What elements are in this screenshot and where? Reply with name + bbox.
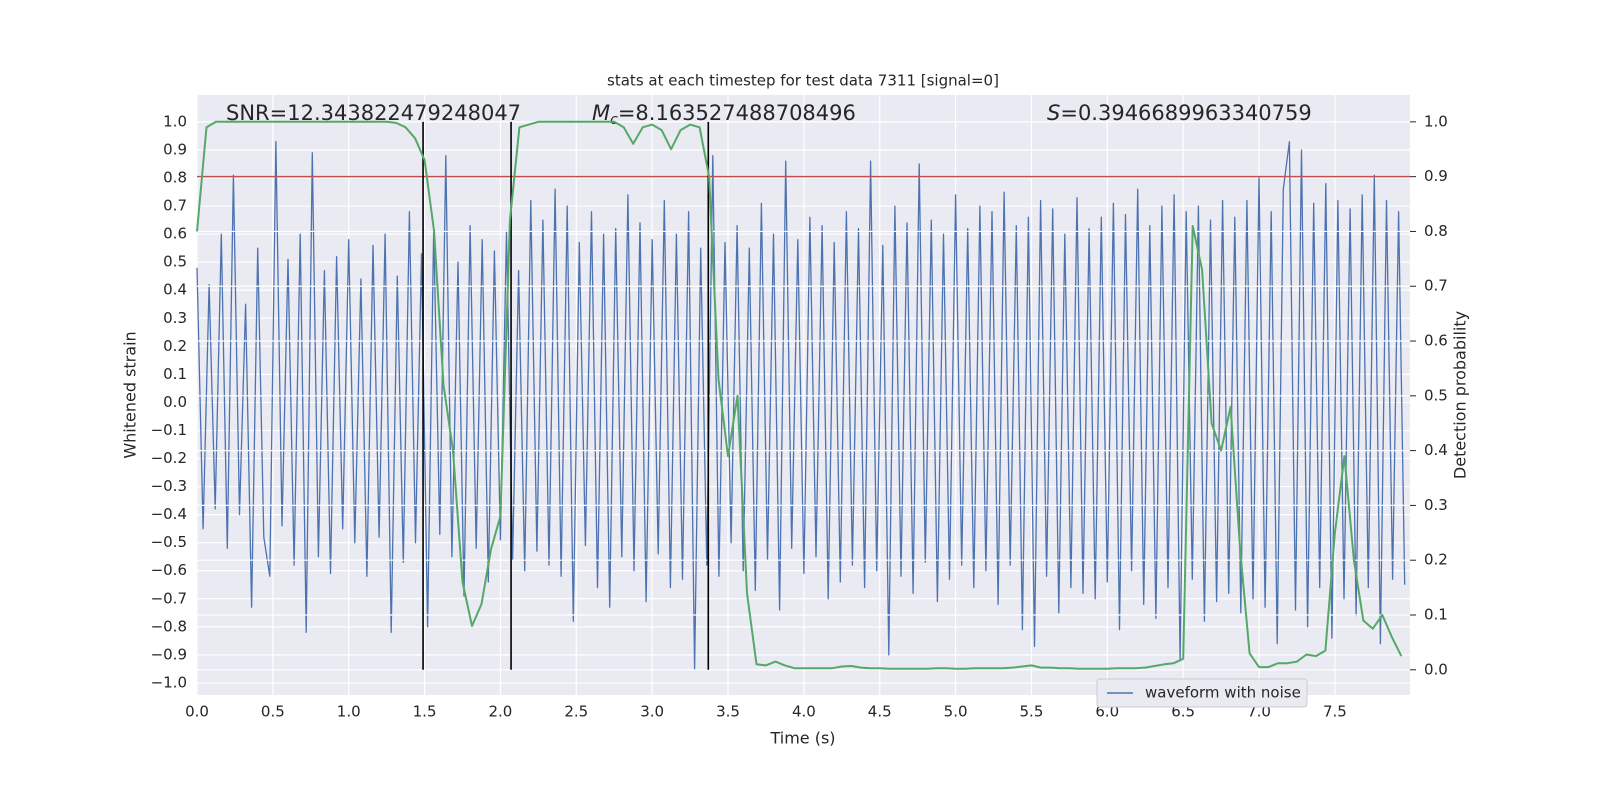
y-tick-label: −0.6 (151, 561, 187, 579)
x-tick-label: 4.0 (792, 703, 816, 721)
y-tick-label: 0.2 (163, 337, 187, 355)
y2-tick-label: 0.6 (1424, 332, 1448, 350)
y2-tick-label: 0.7 (1424, 277, 1448, 295)
x-tick-label: 1.0 (337, 703, 361, 721)
y2-tick-label: 0.8 (1424, 222, 1448, 240)
y-tick-label: −0.1 (151, 421, 187, 439)
annotation: S=0.3946689963340759 (1047, 101, 1312, 125)
annotation-symbol: M (592, 101, 610, 125)
x-tick-label: 2.5 (564, 703, 588, 721)
y-tick-label: −0.7 (151, 589, 187, 607)
y2-tick-label: 0.9 (1424, 167, 1448, 185)
y-tick-label: −0.4 (151, 505, 187, 523)
annotation-symbol: S (1047, 101, 1060, 125)
y-tick-label: −0.2 (151, 449, 187, 467)
x-tick-label: 5.0 (944, 703, 968, 721)
y2-tick-label: 0.4 (1424, 441, 1448, 459)
y2-tick-label: 0.0 (1424, 660, 1448, 678)
x-tick-label: 3.5 (716, 703, 740, 721)
y2-tick-label: 0.1 (1424, 606, 1448, 624)
y-tick-label: 0.5 (163, 253, 187, 271)
y-tick-label: −0.9 (151, 645, 187, 663)
y2-tick-label: 1.0 (1424, 112, 1448, 130)
y-tick-label: 0.1 (163, 365, 187, 383)
x-tick-label: 7.5 (1323, 703, 1347, 721)
y2-axis-label: Detection probability (1451, 311, 1470, 479)
legend-label: waveform with noise (1145, 684, 1301, 702)
y-tick-label: 0.3 (163, 309, 187, 327)
x-tick-label: 1.5 (413, 703, 437, 721)
y-tick-label: 0.0 (163, 393, 187, 411)
chart-title: stats at each timestep for test data 731… (607, 72, 999, 90)
annotation: Mc=8.163527488708496 (592, 101, 856, 128)
series-line (196, 140, 1406, 670)
y-tick-label: 0.7 (163, 197, 187, 215)
y-tick-label: −0.8 (151, 617, 187, 635)
y-tick-label: 0.6 (163, 225, 187, 243)
y-tick-label: −1.0 (151, 673, 187, 691)
y-tick-label: 0.8 (163, 169, 187, 187)
series-line (196, 120, 1403, 670)
y-axis-label: Whitened strain (121, 331, 140, 458)
y2-tick-label: 0.5 (1424, 386, 1448, 404)
y2-tick-label: 0.3 (1424, 496, 1448, 514)
y2-tick-label: 0.2 (1424, 551, 1448, 569)
x-tick-label: 3.0 (640, 703, 664, 721)
legend-box (1096, 678, 1308, 708)
annotation-text: =8.163527488708496 (618, 101, 856, 125)
y-tick-label: −0.5 (151, 533, 187, 551)
annotation-text: =0.3946689963340759 (1060, 101, 1311, 125)
annotation-subscript: c (610, 112, 618, 128)
y-tick-label: 0.9 (163, 140, 187, 158)
y-tick-label: 0.4 (163, 281, 187, 299)
x-tick-label: 2.0 (489, 703, 513, 721)
x-axis-label: Time (s) (769, 729, 835, 748)
x-tick-label: 5.5 (1020, 703, 1044, 721)
y-tick-label: 1.0 (163, 112, 187, 130)
y-tick-label: −0.3 (151, 477, 187, 495)
x-tick-label: 4.5 (868, 703, 892, 721)
x-tick-label: 0.5 (261, 703, 285, 721)
x-tick-label: 0.0 (185, 703, 209, 721)
